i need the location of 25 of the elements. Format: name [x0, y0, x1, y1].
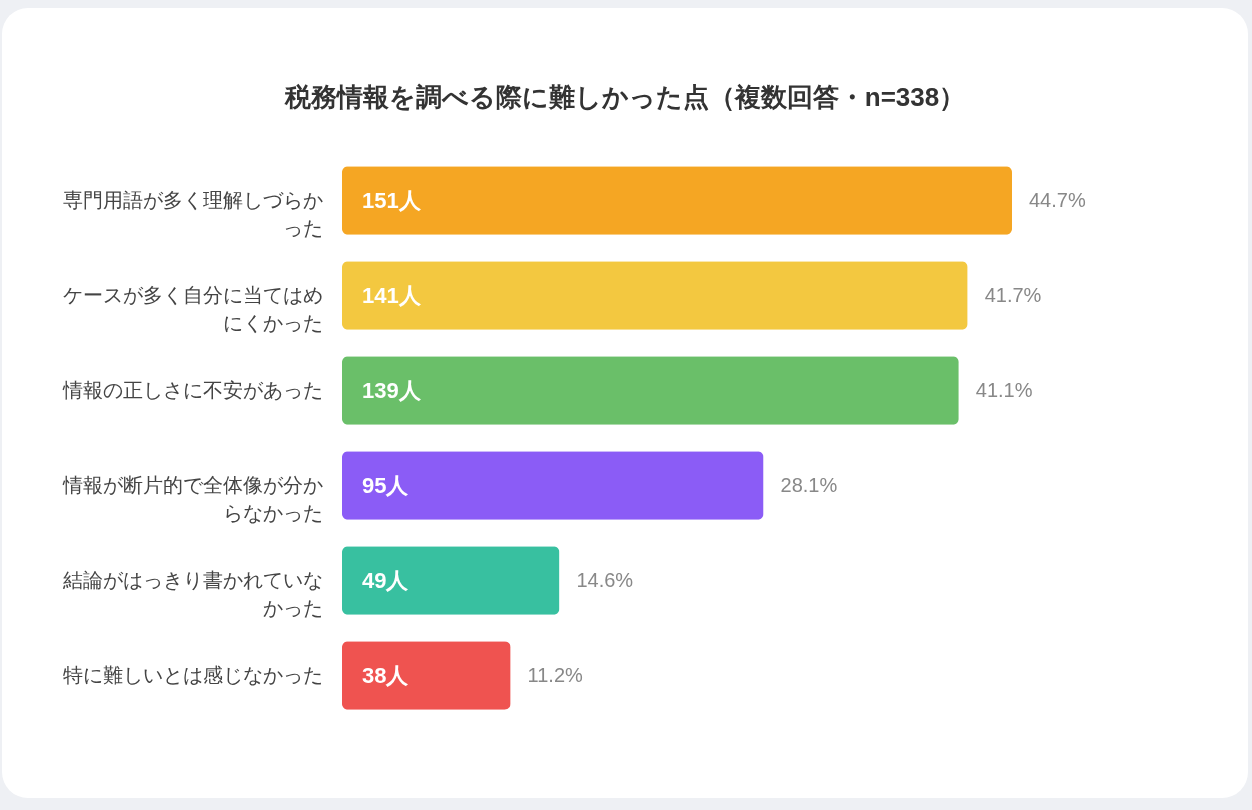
- data-label: 95人: [362, 472, 410, 498]
- data-label: 151人: [362, 187, 422, 213]
- bar: [342, 261, 968, 330]
- bar: [342, 166, 1012, 235]
- bar: [342, 356, 959, 425]
- y-tick-label: 専門用語が多く理解しづらかった: [62, 188, 323, 239]
- bar: [342, 546, 560, 615]
- annotation: 44.7%: [1029, 188, 1086, 211]
- annotation: 41.7%: [984, 283, 1042, 306]
- data-label: 139人: [362, 377, 422, 403]
- annotation: 14.6%: [576, 568, 634, 591]
- annotation: 28.1%: [780, 473, 838, 496]
- annotation: 11.2%: [527, 663, 584, 686]
- data-label: 38人: [362, 662, 410, 688]
- bar: [342, 641, 511, 710]
- bar: [342, 451, 764, 520]
- data-label: 49人: [362, 567, 410, 593]
- y-tick-label: 情報が断片的で全体像が分からなかった: [61, 473, 323, 524]
- y-tick-label: 結論がはっきり書かれていなかった: [61, 568, 323, 619]
- data-label: 141人: [362, 282, 422, 308]
- y-tick-label: 情報の正しさに不安があった: [61, 378, 323, 401]
- y-tick-label: 特に難しいとは感じなかった: [62, 663, 323, 686]
- y-tick-label: ケースが多く自分に当てはめにくかった: [62, 283, 323, 334]
- chart-title: 税務情報を調べる際に難しかった点（複数回答・n=338）: [283, 81, 967, 114]
- annotation: 41.1%: [975, 378, 1033, 401]
